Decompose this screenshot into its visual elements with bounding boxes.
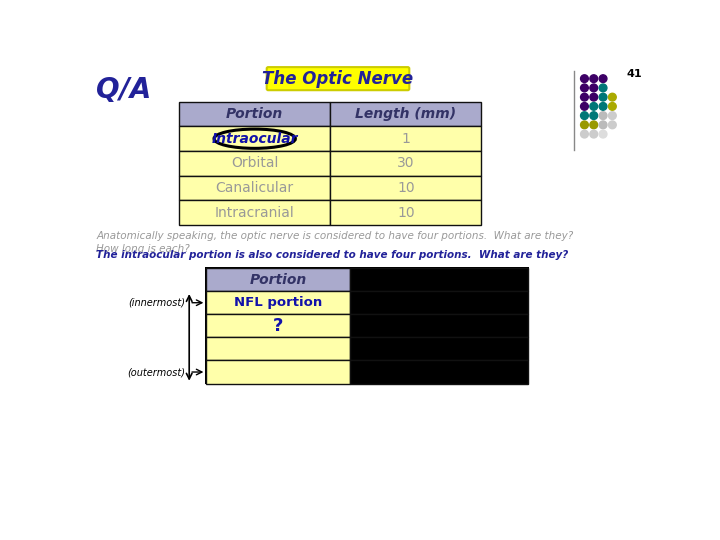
Bar <box>179 102 330 126</box>
Circle shape <box>608 103 616 110</box>
Bar <box>206 338 350 361</box>
Text: Portion: Portion <box>226 107 283 121</box>
Text: (outermost): (outermost) <box>127 367 185 377</box>
Text: The Optic Nerve: The Optic Nerve <box>262 70 413 87</box>
Bar <box>350 361 528 383</box>
Circle shape <box>590 130 598 138</box>
Bar <box>179 151 330 176</box>
Text: Intracranial: Intracranial <box>215 206 294 220</box>
Bar <box>350 338 528 361</box>
Circle shape <box>580 103 588 110</box>
Bar <box>350 291 528 314</box>
Circle shape <box>590 75 598 83</box>
Text: Q/A: Q/A <box>96 76 151 104</box>
Circle shape <box>599 112 607 119</box>
Circle shape <box>599 103 607 110</box>
Bar <box>350 314 528 338</box>
Text: Canalicular: Canalicular <box>215 181 294 195</box>
Text: Portion: Portion <box>249 273 307 287</box>
Text: (innermost): (innermost) <box>128 298 185 308</box>
FancyBboxPatch shape <box>266 67 409 90</box>
Text: The intraocular portion is also considered to have four portions.  What are they: The intraocular portion is also consider… <box>96 249 569 260</box>
Circle shape <box>590 93 598 101</box>
Bar <box>206 361 350 383</box>
Circle shape <box>580 130 588 138</box>
Circle shape <box>599 84 607 92</box>
Text: 1: 1 <box>401 132 410 146</box>
Circle shape <box>580 121 588 129</box>
Text: ?: ? <box>273 317 283 335</box>
Circle shape <box>590 112 598 119</box>
Circle shape <box>580 75 588 83</box>
Circle shape <box>599 121 607 129</box>
Text: 41: 41 <box>626 70 642 79</box>
Bar <box>205 267 528 384</box>
Bar <box>206 268 350 291</box>
Bar <box>330 126 482 151</box>
Circle shape <box>590 121 598 129</box>
Text: Anatomically speaking, the optic nerve is considered to have four portions.  Wha: Anatomically speaking, the optic nerve i… <box>96 231 573 254</box>
Circle shape <box>590 103 598 110</box>
Bar <box>330 102 482 126</box>
Circle shape <box>599 130 607 138</box>
Circle shape <box>599 75 607 83</box>
Text: Intraocular: Intraocular <box>212 132 298 146</box>
Circle shape <box>608 121 616 129</box>
Circle shape <box>608 93 616 101</box>
Bar <box>179 200 330 225</box>
Bar <box>179 176 330 200</box>
Text: NFL portion: NFL portion <box>234 296 322 309</box>
Bar <box>330 200 482 225</box>
Bar <box>350 268 528 291</box>
Text: 10: 10 <box>397 206 415 220</box>
Bar <box>330 151 482 176</box>
Circle shape <box>599 93 607 101</box>
Bar <box>206 314 350 338</box>
Text: Length (mm): Length (mm) <box>355 107 456 121</box>
Text: 10: 10 <box>397 181 415 195</box>
Text: 30: 30 <box>397 157 415 170</box>
Bar <box>330 176 482 200</box>
Circle shape <box>580 84 588 92</box>
Bar <box>206 291 350 314</box>
Circle shape <box>608 112 616 119</box>
Bar <box>179 126 330 151</box>
Circle shape <box>580 112 588 119</box>
Circle shape <box>580 93 588 101</box>
Text: Orbital: Orbital <box>231 157 279 170</box>
Circle shape <box>590 84 598 92</box>
